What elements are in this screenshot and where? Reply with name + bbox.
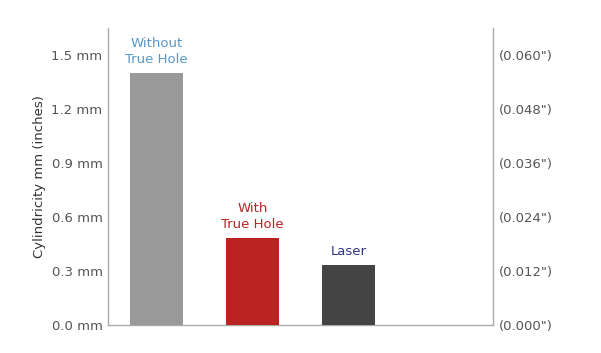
- Text: Laser: Laser: [331, 245, 367, 258]
- Bar: [322, 265, 375, 325]
- Text: With
True Hole: With True Hole: [221, 202, 284, 231]
- Bar: [130, 73, 183, 325]
- Text: Without
True Hole: Without True Hole: [125, 37, 188, 66]
- Y-axis label: Cylindricity mm (inches): Cylindricity mm (inches): [33, 95, 46, 258]
- Bar: [226, 239, 279, 325]
